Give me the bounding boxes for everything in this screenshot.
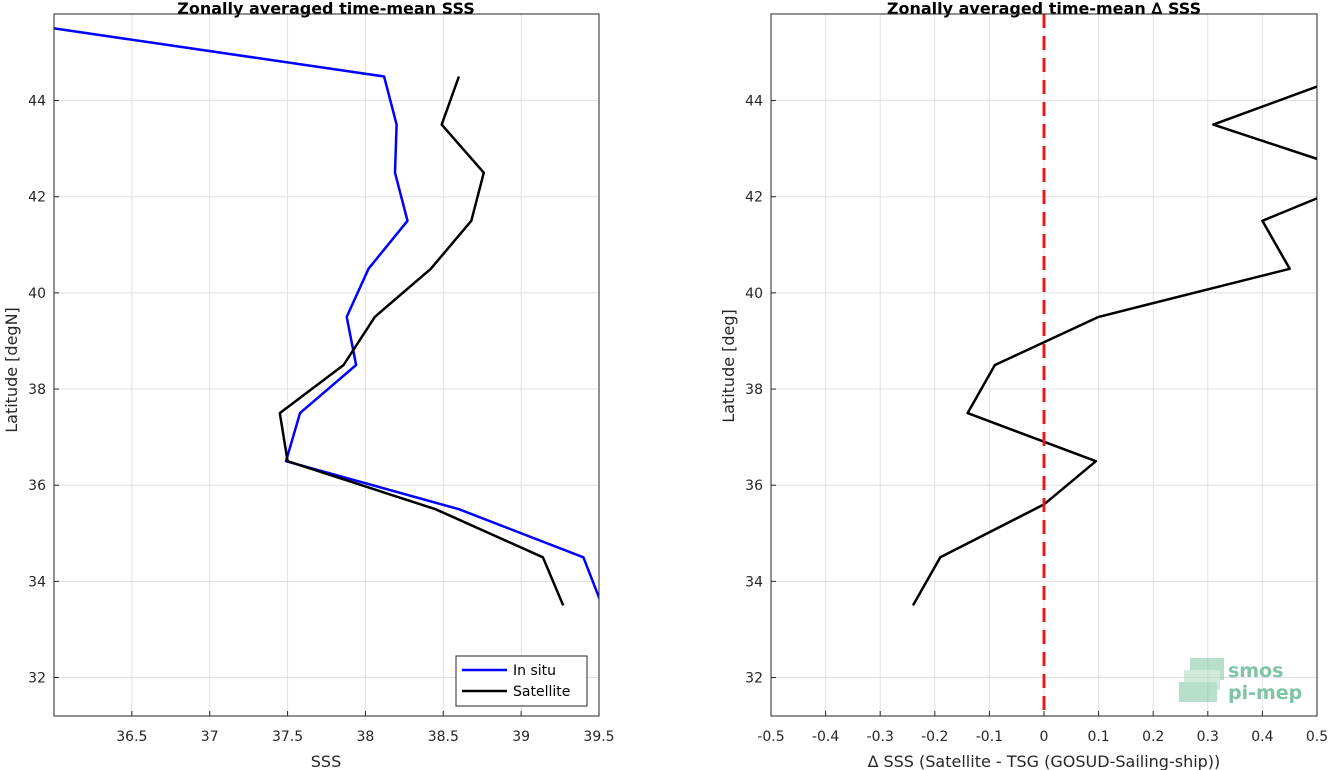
right-x-label: ∆ SSS (Satellite - TSG (GOSUD-Sailing-sh… [867,752,1221,770]
logo-text-smos: smos [1228,660,1283,682]
x-tick-label: 36.5 [116,729,147,745]
left-y-ticks: 32 34 36 38 40 42 44 [28,94,59,687]
x-tick-label: 0.5 [1306,729,1328,745]
x-tick-label: 37 [201,729,219,745]
right-panel: Zonally averaged time-mean ∆ SSS -0.5 -0.… [719,0,1328,770]
left-x-label: SSS [311,752,341,770]
y-tick-label: 32 [745,671,763,687]
smos-pi-mep-logo: smos pi-mep [1179,658,1302,704]
left-axes-frame [53,13,600,717]
x-tick-label: 0 [1040,729,1049,745]
y-tick-label: 36 [745,478,763,494]
series-line-in-situ [54,27,599,601]
x-tick-label: -0.4 [812,729,839,745]
y-tick-label: 42 [745,190,763,206]
y-tick-label: 32 [28,671,46,687]
y-tick-label: 38 [745,382,763,398]
legend: In situ Satellite [455,655,588,707]
x-tick-label: -0.5 [757,729,784,745]
logo-text-pi-mep: pi-mep [1228,682,1302,704]
y-tick-label: 42 [28,190,46,206]
left-series [54,27,599,606]
left-panel: Zonally averaged time-mean SSS 36.5 37 37.… [2,0,615,770]
y-tick-label: 34 [745,574,763,590]
x-tick-label: -0.1 [976,729,1003,745]
x-tick-label: -0.2 [921,729,948,745]
x-tick-label: 0.3 [1197,729,1219,745]
left-y-label: Latitude [degN] [2,307,21,433]
right-y-label: Latitude [deg] [719,309,738,423]
x-tick-label: 0.2 [1142,729,1164,745]
x-tick-label: 38.5 [428,729,459,745]
series-line-satellite [278,76,565,606]
legend-label-in-situ: In situ [513,663,556,679]
left-grid [54,14,600,716]
y-tick-label: 38 [28,382,46,398]
x-tick-label: 0.4 [1251,729,1273,745]
right-y-ticks: 32 34 36 38 40 42 44 [745,94,776,687]
y-tick-label: 44 [28,94,46,110]
right-series [911,14,1317,716]
y-tick-label: 40 [28,286,46,302]
legend-box [455,655,588,707]
x-tick-label: 39.5 [583,729,614,745]
legend-label-satellite: Satellite [513,684,570,700]
right-axes-frame [770,13,1318,717]
right-x-ticks: -0.5 -0.4 -0.3 -0.2 -0.1 0 0.1 0.2 0.3 0.4 0.5 [757,711,1328,745]
x-tick-label: 39 [512,729,530,745]
x-tick-label: 38 [357,729,375,745]
x-tick-label: 37.5 [272,729,303,745]
y-tick-label: 44 [745,94,763,110]
y-tick-label: 36 [28,478,46,494]
left-x-ticks: 36.5 37 37.5 38 38.5 39 39.5 [116,711,615,745]
y-tick-label: 34 [28,574,46,590]
x-tick-label: -0.3 [867,729,894,745]
y-tick-label: 40 [745,286,763,302]
series-line-delta-sss [911,85,1317,607]
x-tick-label: 0.1 [1087,729,1109,745]
left-title: Zonally averaged time-mean SSS [177,0,475,18]
logo-waves-icon [1179,658,1224,702]
